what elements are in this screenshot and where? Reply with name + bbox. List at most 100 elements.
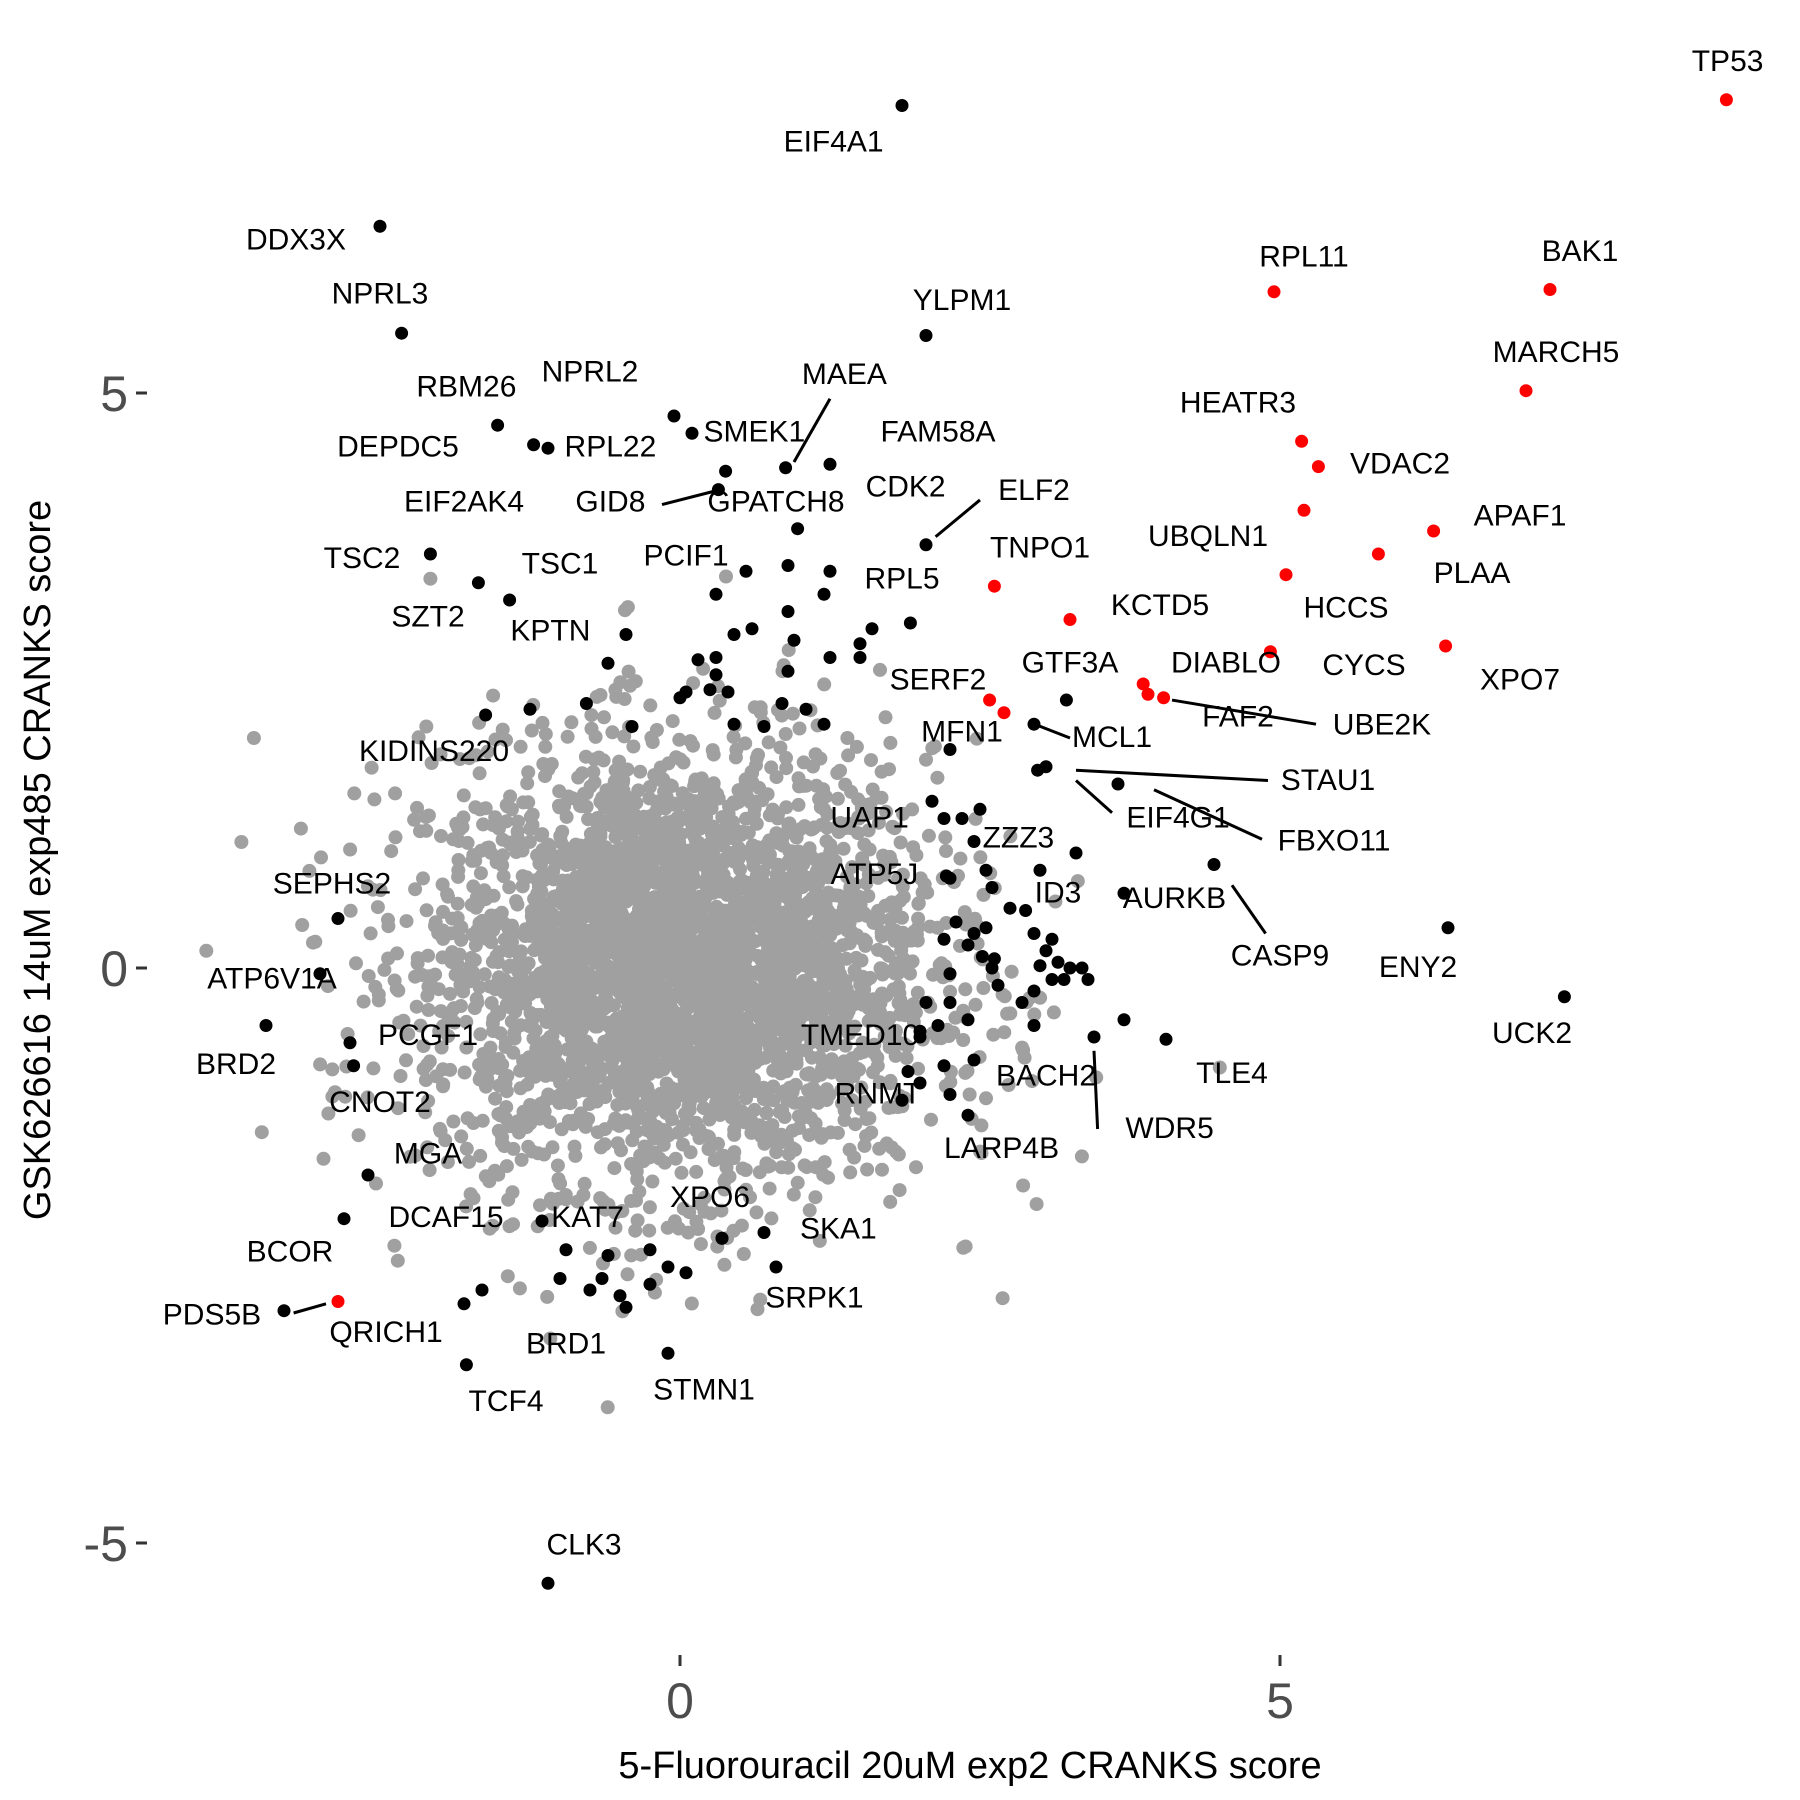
background-point bbox=[525, 807, 540, 822]
gene-label-aurkb: AURKB bbox=[1123, 882, 1226, 915]
background-point bbox=[542, 850, 557, 865]
gene-point-cdk2 bbox=[791, 522, 805, 536]
gene-label-xpo7: XPO7 bbox=[1480, 664, 1560, 697]
background-point bbox=[674, 1165, 689, 1180]
gene-point-larp4b bbox=[961, 1108, 975, 1122]
gene-label-rpl22: RPL22 bbox=[565, 430, 657, 463]
background-point bbox=[438, 1133, 453, 1148]
background-point bbox=[924, 1112, 938, 1127]
gene-point-eif4g1 bbox=[1031, 763, 1045, 777]
background-point bbox=[479, 931, 494, 946]
background-point bbox=[802, 1095, 817, 1110]
background-point bbox=[596, 910, 611, 925]
gene-point-srpk1 bbox=[769, 1260, 783, 1274]
background-point bbox=[384, 844, 399, 859]
background-point bbox=[726, 729, 741, 744]
background-point bbox=[812, 1004, 827, 1019]
gene-label-sephs2: SEPHS2 bbox=[273, 867, 391, 900]
background-point bbox=[860, 1162, 875, 1177]
background-point bbox=[423, 571, 438, 586]
gene-label-cnot2: CNOT2 bbox=[329, 1086, 431, 1119]
background-point bbox=[763, 1019, 778, 1034]
background-point bbox=[763, 977, 778, 992]
background-point bbox=[877, 857, 892, 872]
background-point bbox=[726, 1223, 741, 1238]
background-point bbox=[623, 678, 637, 693]
hit-point bbox=[895, 1093, 909, 1107]
gene-point-apaf1 bbox=[1427, 524, 1441, 538]
background-point bbox=[845, 860, 860, 875]
hit-point bbox=[625, 720, 639, 733]
background-point bbox=[891, 871, 906, 886]
background-point bbox=[550, 1158, 565, 1173]
background-point bbox=[606, 1021, 621, 1036]
gene-point-kptn bbox=[619, 628, 633, 641]
gene-point-szt2 bbox=[503, 593, 517, 607]
hit-point bbox=[1051, 955, 1065, 969]
background-point bbox=[419, 719, 434, 734]
background-point bbox=[704, 991, 719, 1006]
background-point bbox=[648, 1145, 663, 1160]
hit-point bbox=[943, 743, 957, 756]
background-point bbox=[759, 1106, 774, 1121]
background-point bbox=[608, 763, 623, 778]
gene-label-nprl2: NPRL2 bbox=[542, 356, 639, 389]
background-point bbox=[579, 996, 593, 1011]
background-point bbox=[724, 820, 739, 834]
background-point bbox=[757, 1136, 772, 1151]
background-point bbox=[749, 816, 764, 831]
background-point bbox=[764, 1211, 779, 1226]
hit-point bbox=[679, 1266, 693, 1280]
hit-point bbox=[937, 1059, 951, 1073]
background-point bbox=[623, 913, 638, 928]
background-point bbox=[589, 1094, 604, 1109]
background-point bbox=[609, 947, 624, 962]
background-point bbox=[773, 740, 788, 755]
leader-line bbox=[792, 398, 832, 463]
background-point bbox=[624, 1248, 639, 1263]
gene-point-uap1 bbox=[937, 812, 951, 825]
background-point bbox=[683, 793, 698, 808]
background-point bbox=[538, 920, 553, 935]
background-point bbox=[544, 757, 559, 771]
background-point bbox=[911, 911, 926, 926]
hit-point bbox=[901, 1065, 915, 1078]
background-point bbox=[450, 910, 465, 925]
background-point bbox=[646, 1091, 661, 1106]
background-point bbox=[434, 829, 448, 843]
background-point bbox=[634, 874, 649, 889]
hit-point bbox=[823, 651, 837, 664]
background-point bbox=[842, 999, 857, 1014]
background-point bbox=[648, 902, 663, 917]
background-point bbox=[806, 964, 821, 979]
background-point bbox=[705, 865, 720, 880]
background-point bbox=[843, 1165, 858, 1180]
background-point bbox=[750, 1081, 765, 1096]
background-point bbox=[655, 1130, 670, 1145]
background-point bbox=[771, 862, 786, 877]
background-point bbox=[1003, 829, 1018, 844]
background-point bbox=[660, 867, 675, 882]
hit-point bbox=[781, 605, 795, 618]
hit-point bbox=[787, 633, 801, 647]
background-point bbox=[499, 1159, 514, 1174]
gene-label-rpl5: RPL5 bbox=[864, 563, 939, 596]
background-point bbox=[812, 1233, 827, 1248]
background-point bbox=[416, 1039, 431, 1053]
hit-point bbox=[583, 1283, 597, 1297]
background-point bbox=[816, 1087, 831, 1102]
background-point bbox=[884, 1140, 899, 1155]
background-point bbox=[416, 871, 430, 886]
background-point bbox=[521, 765, 536, 780]
hit-point bbox=[799, 702, 813, 716]
background-point bbox=[869, 790, 884, 805]
background-point bbox=[586, 853, 601, 868]
leader-line bbox=[1171, 698, 1317, 726]
background-point bbox=[735, 846, 750, 861]
background-point bbox=[431, 982, 446, 997]
background-point bbox=[723, 956, 737, 970]
hit-point bbox=[1069, 846, 1083, 860]
hit-point bbox=[985, 961, 999, 975]
background-point bbox=[605, 725, 620, 740]
background-point bbox=[509, 894, 524, 909]
